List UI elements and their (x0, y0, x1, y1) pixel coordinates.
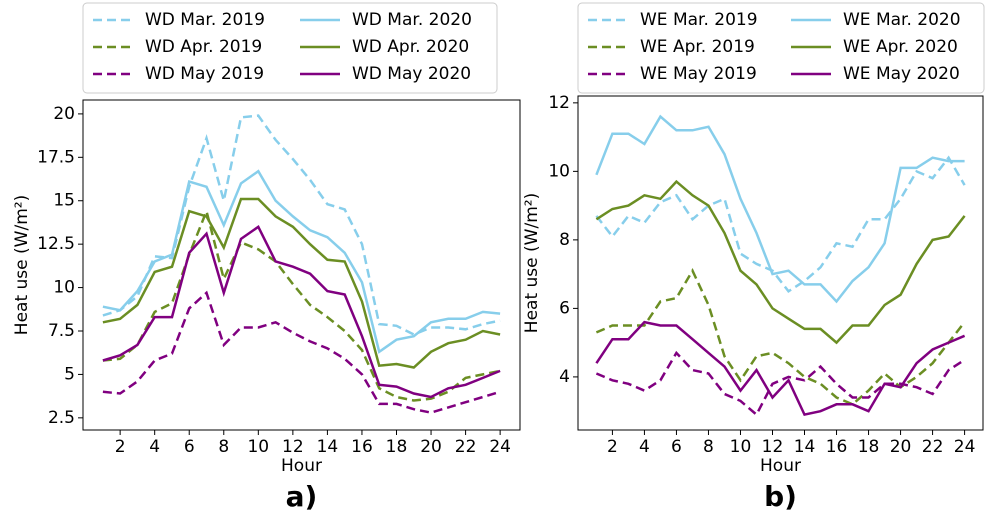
x-tick-label: 16 (826, 437, 848, 457)
x-tick-label: 14 (794, 437, 816, 457)
x-tick-label: 2 (115, 437, 126, 457)
x-tick-label: 20 (890, 437, 912, 457)
x-tick-label: 14 (317, 437, 339, 457)
y-tick-label: 4 (559, 367, 570, 387)
legend-box (82, 2, 498, 94)
x-tick-label: 8 (218, 437, 229, 457)
data-line (595, 155, 966, 293)
legend-label: WD Apr. 2019 (145, 37, 262, 57)
y-tick-label: 10 (53, 278, 75, 298)
x-tick-label: 24 (489, 437, 511, 457)
x-tick-label: 4 (639, 437, 650, 457)
y-tick-label: 8 (559, 230, 570, 250)
legend-label: WD May 2020 (352, 64, 471, 84)
data-line (595, 268, 966, 406)
data-line (102, 169, 501, 354)
y-tick-label: 2.5 (48, 408, 75, 428)
plot-frame (577, 95, 984, 431)
x-tick-label: 12 (762, 437, 784, 457)
y-tick-label: 17.5 (37, 147, 75, 167)
data-line (102, 207, 501, 402)
legend-label: WD Mar. 2020 (352, 10, 472, 30)
x-axis-label: Hour (760, 456, 801, 476)
y-tick-label: 20 (53, 104, 75, 124)
data-line (102, 197, 501, 369)
x-tick-label: 6 (671, 437, 682, 457)
x-tick-label: 22 (922, 437, 944, 457)
y-tick-label: 7.5 (48, 321, 75, 341)
y-axis-label: Heat use (W/m²) (522, 193, 542, 333)
x-tick-label: 16 (351, 437, 373, 457)
x-tick-label: 18 (858, 437, 880, 457)
legend-label: WE Mar. 2019 (640, 10, 758, 30)
legend-label: WD May 2019 (145, 64, 264, 84)
y-axis-label: Heat use (W/m²) (12, 195, 32, 335)
y-tick-label: 5 (64, 364, 75, 384)
x-tick-label: 24 (954, 437, 976, 457)
legend-label: WE Mar. 2020 (843, 10, 961, 30)
y-tick-label: 10 (548, 161, 570, 181)
y-tick-label: 12.5 (37, 234, 75, 254)
panel-label: a) (286, 480, 318, 513)
data-line (102, 224, 501, 399)
x-tick-label: 18 (386, 437, 408, 457)
x-tick-label: 6 (184, 437, 195, 457)
data-line (595, 179, 966, 345)
legend-box (577, 2, 985, 94)
x-axis-label: Hour (281, 456, 322, 476)
y-tick-label: 6 (559, 298, 570, 318)
x-tick-label: 2 (607, 437, 618, 457)
data-line (102, 114, 501, 336)
data-line (102, 290, 501, 414)
panel-label: b) (764, 480, 797, 513)
legend-label: WE Apr. 2020 (843, 37, 958, 57)
x-tick-label: 10 (730, 437, 752, 457)
y-tick-label: 15 (53, 191, 75, 211)
data-line (595, 320, 966, 417)
x-tick-label: 12 (282, 437, 304, 457)
x-tick-label: 10 (247, 437, 269, 457)
legend-label: WE May 2020 (843, 64, 960, 84)
plot-frame (82, 99, 521, 431)
legend-label: WD Apr. 2020 (352, 37, 469, 57)
x-tick-label: 4 (149, 437, 160, 457)
data-line (595, 114, 965, 304)
legend-label: WD Mar. 2019 (145, 10, 265, 30)
legend-label: WE May 2019 (640, 64, 757, 84)
x-tick-label: 20 (420, 437, 442, 457)
legend-label: WE Apr. 2019 (640, 37, 755, 57)
y-tick-label: 12 (548, 93, 570, 113)
data-line (595, 350, 966, 417)
x-tick-label: 22 (455, 437, 477, 457)
x-tick-label: 8 (703, 437, 714, 457)
